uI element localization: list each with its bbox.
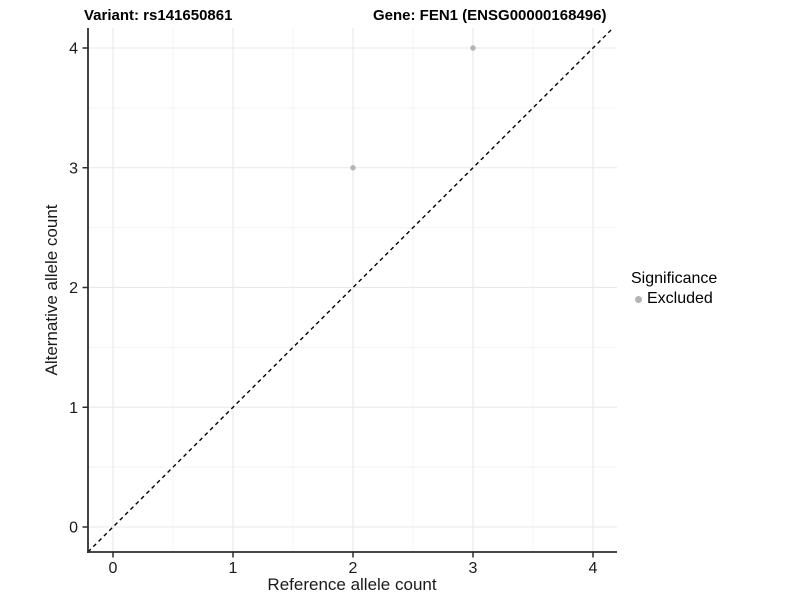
y-tick-label: 0 [69,520,78,537]
legend-item-excluded: Excluded [631,290,717,308]
gene-title: Gene: FEN1 (ENSG00000168496) [373,7,607,24]
legend-title: Significance [631,270,718,287]
excluded-dot-icon [635,295,642,303]
x-tick-label: 3 [469,560,478,577]
legend-item-label: Excluded [647,290,713,307]
x-axis-label: Reference allele count [267,575,437,594]
x-tick-label: 0 [109,560,118,577]
data-point [470,45,476,51]
x-tick-label: 2 [349,560,358,577]
y-tick-label: 4 [69,41,78,58]
y-tick-label: 1 [69,400,78,417]
y-tick-label: 2 [69,280,78,297]
variant-title: Variant: rs141650861 [84,7,233,24]
data-point [350,165,356,171]
legend: Significance Excluded [631,270,717,308]
x-tick-label: 1 [229,560,238,577]
y-tick-label: 3 [69,160,78,177]
identity-line [87,27,614,553]
y-axis-label: Alternative allele count [42,204,61,376]
x-tick-label: 4 [589,560,598,577]
